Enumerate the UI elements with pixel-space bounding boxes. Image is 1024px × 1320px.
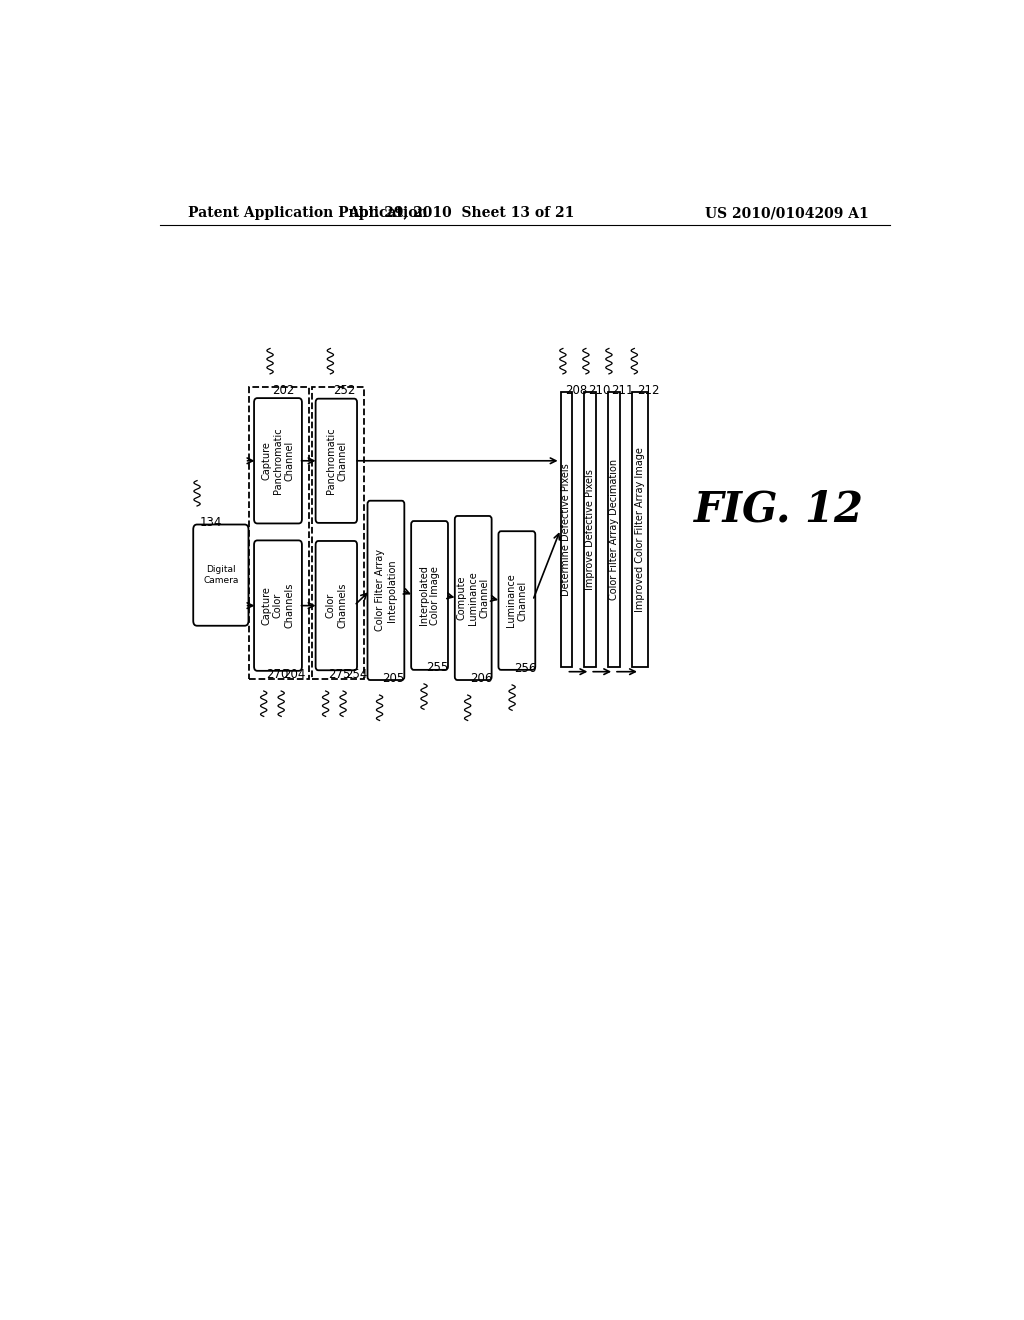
Text: 208: 208 bbox=[565, 384, 588, 397]
Text: US 2010/0104209 A1: US 2010/0104209 A1 bbox=[705, 206, 868, 220]
Bar bbox=[560, 392, 572, 667]
Text: Capture
Color
Channels: Capture Color Channels bbox=[261, 583, 295, 628]
Text: FIG. 12: FIG. 12 bbox=[693, 488, 864, 531]
Text: Apr. 29, 2010  Sheet 13 of 21: Apr. 29, 2010 Sheet 13 of 21 bbox=[348, 206, 574, 220]
Text: 210: 210 bbox=[588, 384, 610, 397]
Text: Color Filter Array Decimation: Color Filter Array Decimation bbox=[609, 459, 620, 601]
Text: 252: 252 bbox=[333, 384, 355, 397]
Text: Improved Color Filter Array Image: Improved Color Filter Array Image bbox=[635, 447, 645, 612]
FancyBboxPatch shape bbox=[412, 521, 447, 669]
Bar bbox=[250, 387, 309, 678]
FancyBboxPatch shape bbox=[315, 399, 357, 523]
Text: Interpolated
Color Image: Interpolated Color Image bbox=[419, 565, 440, 626]
Text: 254: 254 bbox=[345, 668, 368, 681]
Text: 204: 204 bbox=[284, 668, 306, 681]
FancyBboxPatch shape bbox=[194, 524, 249, 626]
Text: Patent Application Publication: Patent Application Publication bbox=[187, 206, 427, 220]
Text: Capture
Panchromatic
Channel: Capture Panchromatic Channel bbox=[261, 428, 295, 494]
FancyBboxPatch shape bbox=[368, 500, 404, 680]
Text: Panchromatic
Channel: Panchromatic Channel bbox=[326, 428, 347, 494]
FancyBboxPatch shape bbox=[254, 540, 302, 671]
Text: Improve Defective Pixels: Improve Defective Pixels bbox=[586, 469, 595, 590]
Bar bbox=[632, 392, 648, 667]
Text: Luminance
Channel: Luminance Channel bbox=[506, 574, 527, 627]
Text: 275: 275 bbox=[328, 668, 350, 681]
FancyBboxPatch shape bbox=[455, 516, 492, 680]
Text: 211: 211 bbox=[611, 384, 634, 397]
Text: 202: 202 bbox=[272, 384, 295, 397]
Text: 205: 205 bbox=[382, 672, 404, 685]
FancyBboxPatch shape bbox=[315, 541, 357, 671]
Text: Color
Channels: Color Channels bbox=[326, 583, 347, 628]
Text: Determine Defective Pixels: Determine Defective Pixels bbox=[561, 463, 571, 595]
Bar bbox=[608, 392, 620, 667]
Bar bbox=[312, 387, 365, 678]
Text: Digital
Camera: Digital Camera bbox=[203, 565, 239, 585]
Text: 206: 206 bbox=[470, 672, 493, 685]
Text: 134: 134 bbox=[200, 516, 222, 529]
Text: 255: 255 bbox=[426, 661, 449, 673]
Text: Compute
Luminance
Channel: Compute Luminance Channel bbox=[457, 572, 489, 624]
Text: 212: 212 bbox=[637, 384, 659, 397]
FancyBboxPatch shape bbox=[499, 531, 536, 669]
Bar bbox=[585, 392, 596, 667]
Text: 270: 270 bbox=[266, 668, 289, 681]
FancyBboxPatch shape bbox=[254, 399, 302, 524]
Text: Color Filter Array
Interpolation: Color Filter Array Interpolation bbox=[375, 549, 396, 631]
Text: 256: 256 bbox=[514, 661, 537, 675]
